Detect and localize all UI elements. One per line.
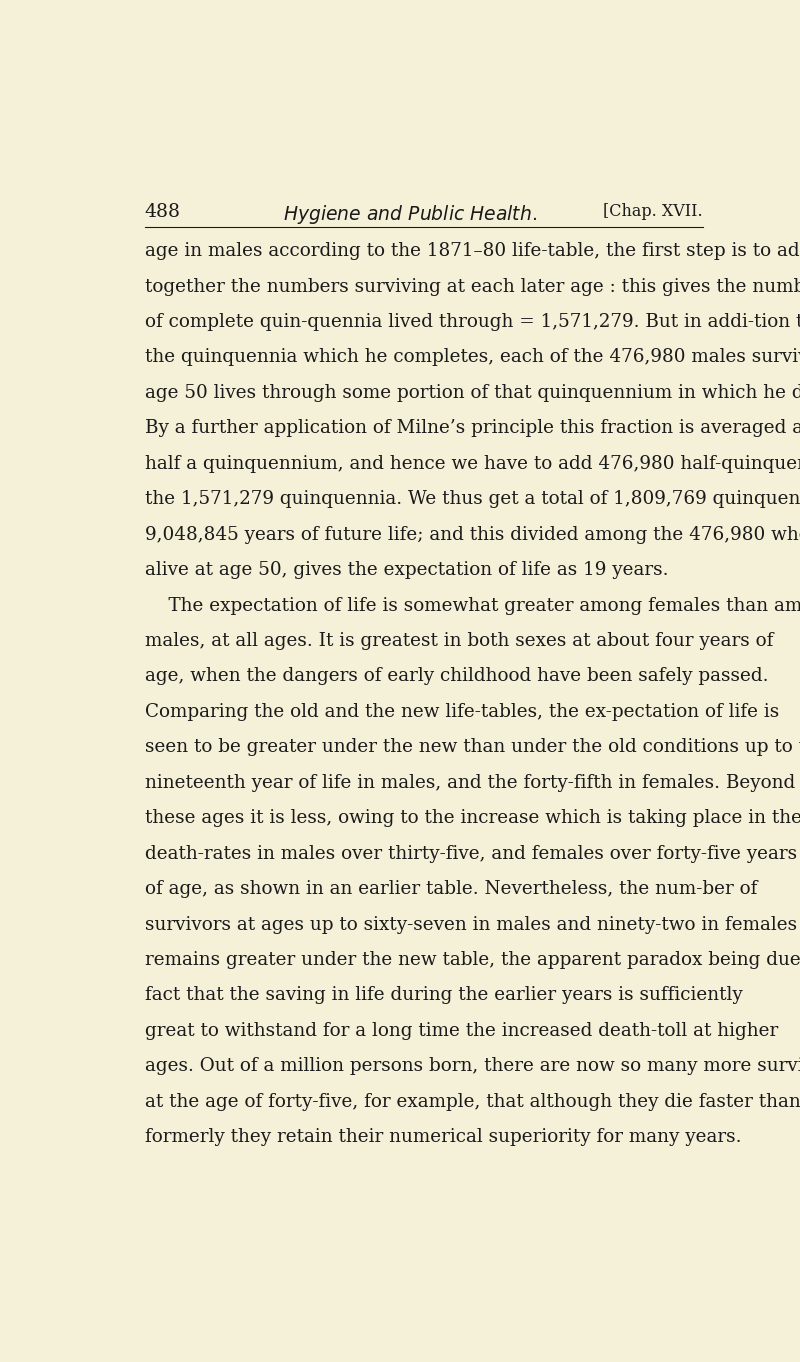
- Text: alive at age 50, gives the expectation of life as 19 years.: alive at age 50, gives the expectation o…: [145, 561, 668, 579]
- Text: great to withstand for a long time the increased death-toll at higher: great to withstand for a long time the i…: [145, 1022, 778, 1041]
- Text: By a further application of Milne’s principle this fraction is averaged as: By a further application of Milne’s prin…: [145, 419, 800, 437]
- Text: 488: 488: [145, 203, 181, 221]
- Text: The expectation of life is somewhat greater among females than among: The expectation of life is somewhat grea…: [145, 597, 800, 614]
- Text: $\it{Hygiene\ and\ Public}$$\ \it{Health.}$: $\it{Hygiene\ and\ Public}$$\ \it{Health…: [283, 203, 537, 226]
- Text: Comparing the old and the new life-tables, the ex-pectation of life is: Comparing the old and the new life-table…: [145, 703, 779, 720]
- Text: ages. Out of a million persons born, there are now so many more survivors: ages. Out of a million persons born, the…: [145, 1057, 800, 1076]
- Text: age, when the dangers of early childhood have been safely passed.: age, when the dangers of early childhood…: [145, 667, 768, 685]
- Text: of complete quin-quennia lived through = 1,571,279. But in addi-tion to: of complete quin-quennia lived through =…: [145, 313, 800, 331]
- Text: of age, as shown in an earlier table. Nevertheless, the num-ber of: of age, as shown in an earlier table. Ne…: [145, 880, 757, 898]
- Text: nineteenth year of life in males, and the forty-fifth in females. Beyond: nineteenth year of life in males, and th…: [145, 774, 795, 791]
- Text: age 50 lives through some portion of that quinquennium in which he dies.: age 50 lives through some portion of tha…: [145, 384, 800, 402]
- Text: fact that the saving in life during the earlier years is sufficiently: fact that the saving in life during the …: [145, 986, 742, 1005]
- Text: half a quinquennium, and hence we have to add 476,980 half-quinquennia to: half a quinquennium, and hence we have t…: [145, 455, 800, 473]
- Text: death-rates in males over thirty-five, and females over forty-five years: death-rates in males over thirty-five, a…: [145, 844, 797, 862]
- Text: remains greater under the new table, the apparent paradox being due to the: remains greater under the new table, the…: [145, 951, 800, 968]
- Text: seen to be greater under the new than under the old conditions up to the: seen to be greater under the new than un…: [145, 738, 800, 756]
- Text: at the age of forty-five, for example, that although they die faster than: at the age of forty-five, for example, t…: [145, 1092, 800, 1111]
- Text: the 1,571,279 quinquennia. We thus get a total of 1,809,769 quinquennia or: the 1,571,279 quinquennia. We thus get a…: [145, 490, 800, 508]
- Text: age in males according to the 1871–80 life-table, the first step is to add: age in males according to the 1871–80 li…: [145, 242, 800, 260]
- Text: formerly they retain their numerical superiority for many years.: formerly they retain their numerical sup…: [145, 1128, 741, 1147]
- Text: the quinquennia which he completes, each of the 476,980 males surviving at: the quinquennia which he completes, each…: [145, 349, 800, 366]
- Text: together the numbers surviving at each later age : this gives the number: together the numbers surviving at each l…: [145, 278, 800, 296]
- Text: these ages it is less, owing to the increase which is taking place in the: these ages it is less, owing to the incr…: [145, 809, 800, 827]
- Text: survivors at ages up to sixty-seven in males and ninety-two in females: survivors at ages up to sixty-seven in m…: [145, 915, 797, 933]
- Text: 9,048,845 years of future life; and this divided among the 476,980 who are: 9,048,845 years of future life; and this…: [145, 526, 800, 543]
- Text: males, at all ages. It is greatest in both sexes at about four years of: males, at all ages. It is greatest in bo…: [145, 632, 773, 650]
- Text: [Chap. XVII.: [Chap. XVII.: [603, 203, 702, 221]
